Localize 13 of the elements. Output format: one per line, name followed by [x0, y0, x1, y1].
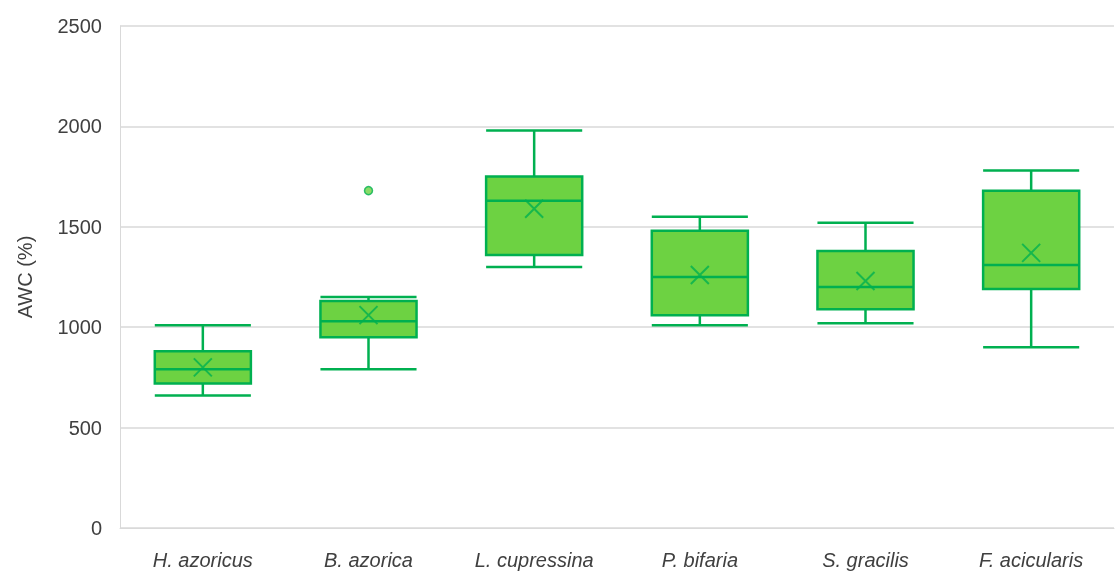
y-tick-label: 2000 — [57, 115, 102, 138]
x-tick-label: F. acicularis — [979, 549, 1084, 571]
y-tick-label: 0 — [90, 517, 102, 539]
y-tick-label: 2500 — [57, 15, 102, 37]
x-tick-label: H. azoricus — [152, 549, 253, 571]
x-tick-label: L. cupressina — [474, 549, 594, 571]
y-tick-label: 1500 — [57, 215, 102, 238]
y-tick-label: 500 — [68, 416, 102, 439]
y-tick-label: 1000 — [57, 316, 102, 339]
x-tick-label: B. azorica — [324, 549, 413, 571]
x-tick-label: S. gracilis — [822, 549, 909, 571]
x-tick-label: P. bifaria — [661, 549, 739, 571]
y-axis-title: AWC (%) — [14, 235, 36, 319]
